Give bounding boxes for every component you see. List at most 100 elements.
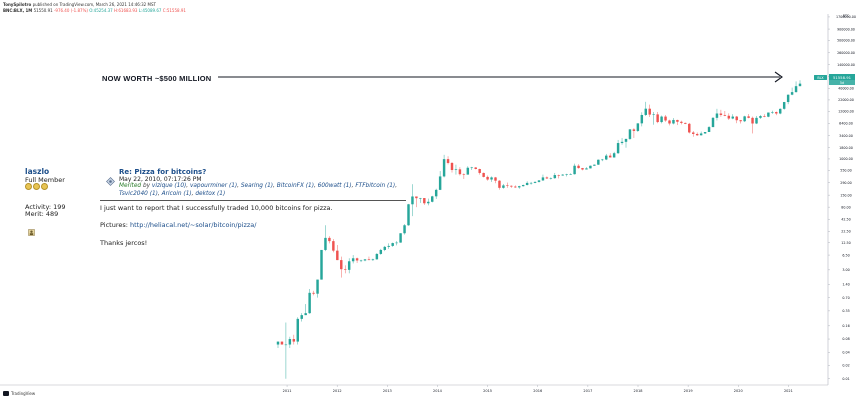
candles xyxy=(276,80,802,379)
candle xyxy=(553,172,557,179)
candle xyxy=(474,167,477,170)
candle-body xyxy=(739,120,742,122)
candle xyxy=(648,104,651,117)
candle-body xyxy=(707,127,711,132)
post-merited-by: Merited by vizique (10), vapourminer (1)… xyxy=(119,183,398,197)
candle xyxy=(375,253,379,260)
candle xyxy=(510,185,513,188)
candle xyxy=(545,176,549,179)
merit-user[interactable]: FTFbitcoin (1) xyxy=(355,183,396,189)
candle-body xyxy=(300,315,303,319)
candle xyxy=(446,156,450,165)
candle-body xyxy=(794,86,798,93)
candle xyxy=(628,128,632,140)
post-username[interactable]: laszlo xyxy=(25,167,50,176)
candle xyxy=(727,113,731,120)
price-axis-label: 22000.00 xyxy=(838,98,854,102)
candle-body xyxy=(628,129,632,139)
candle-body xyxy=(320,249,323,280)
candle xyxy=(296,317,299,345)
candle xyxy=(723,111,727,117)
candle xyxy=(699,131,703,136)
candle-body xyxy=(589,165,592,169)
candle xyxy=(367,256,371,261)
user-profile-icon[interactable] xyxy=(28,229,35,236)
candle-body xyxy=(585,168,588,170)
candle xyxy=(577,164,580,169)
merit-user[interactable]: Aricoin (1) xyxy=(161,190,192,197)
candle xyxy=(363,258,367,262)
candle-body xyxy=(529,182,533,184)
candle xyxy=(498,180,501,190)
candle xyxy=(478,168,481,175)
time-axis-label: 2015 xyxy=(483,389,492,393)
candle-body xyxy=(624,138,628,142)
candle-body xyxy=(379,249,383,254)
merit-user[interactable]: Searing (1) xyxy=(240,183,274,189)
price-axis-label: 0.70 xyxy=(842,296,849,300)
pictures-link[interactable]: http://heliacal.net/~solar/bitcoin/pizza… xyxy=(130,221,257,229)
candle xyxy=(775,111,778,116)
time-axis-label: 2016 xyxy=(533,389,542,393)
candle-body xyxy=(391,243,394,246)
candle xyxy=(529,181,533,185)
candle-body xyxy=(304,313,307,316)
candle xyxy=(593,164,596,166)
merit-user[interactable]: vizique (10) xyxy=(151,183,187,189)
candle-body xyxy=(632,129,636,131)
candle xyxy=(351,255,355,264)
price-axis-label: 0.16 xyxy=(842,324,849,328)
time-axis-ticks: 2011 2012 2013 2014 2015 2016 2017 2018 2019 2020… xyxy=(283,385,793,393)
candle-body xyxy=(569,174,572,175)
candle-body xyxy=(427,201,430,204)
candle xyxy=(336,245,339,261)
candle xyxy=(779,108,782,115)
merit-user[interactable]: Tsvic2040 (1) xyxy=(119,190,158,197)
annotation-text: NOW WORTH ~$500 MILLION xyxy=(102,74,212,83)
candle xyxy=(537,180,541,183)
candle-body xyxy=(755,117,758,124)
price-axis-label: 500000.00 xyxy=(837,38,855,42)
candle xyxy=(359,259,363,263)
tradingview-brand-text: TradingView xyxy=(11,391,36,396)
candle-body xyxy=(664,116,667,121)
candle xyxy=(664,114,667,122)
candle xyxy=(541,174,545,181)
candle xyxy=(790,87,794,96)
candle-body xyxy=(581,168,584,170)
candle xyxy=(632,128,636,138)
candle-body xyxy=(506,185,509,187)
candle xyxy=(782,101,786,110)
candle xyxy=(438,171,442,191)
candle xyxy=(692,131,695,137)
merit-user[interactable]: dektox (1) xyxy=(195,190,226,197)
low-value: L:45089.67 xyxy=(138,8,162,13)
candle-body xyxy=(605,155,608,160)
merited-label: Merited xyxy=(119,183,142,189)
candle xyxy=(612,151,616,158)
candle xyxy=(502,183,505,189)
post-title[interactable]: Re: Pizza for bitcoins? xyxy=(119,168,207,176)
candle-body xyxy=(723,114,727,116)
merit-user[interactable]: 600watt (1) xyxy=(317,183,352,189)
candle xyxy=(304,304,307,316)
candle-body xyxy=(434,189,438,197)
candle xyxy=(684,122,687,125)
price-axis-label: 80.00 xyxy=(841,205,850,209)
post-user-rank: Full Member xyxy=(25,176,65,184)
merit-user[interactable]: vapourminer (1) xyxy=(189,183,238,189)
candle xyxy=(462,173,466,179)
candle xyxy=(707,126,711,132)
candle xyxy=(605,153,608,161)
candle-body xyxy=(478,169,481,173)
candle-body xyxy=(727,115,731,119)
candle xyxy=(320,249,323,280)
candle-body xyxy=(438,176,442,190)
candle xyxy=(739,119,742,124)
tradingview-brand[interactable]: TradingView xyxy=(3,391,35,396)
candle xyxy=(332,239,335,253)
candle-body xyxy=(648,108,651,115)
merit-user[interactable]: BitcoinFX (1) xyxy=(276,183,314,189)
candle-body xyxy=(597,159,600,165)
